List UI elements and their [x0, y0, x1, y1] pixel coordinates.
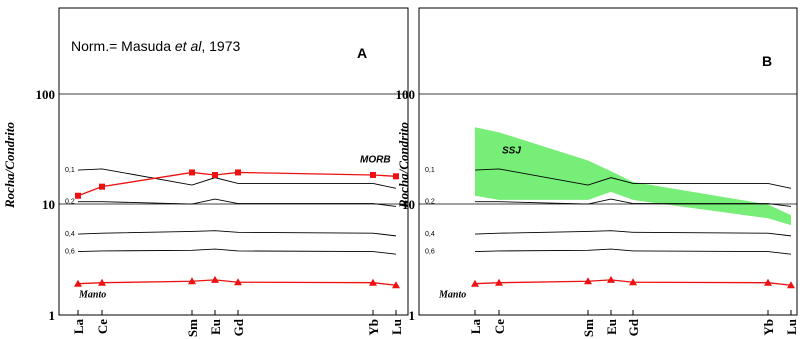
- y-axis-label: Rocha/Condrito: [396, 122, 411, 209]
- x-category-label: La: [468, 319, 483, 335]
- manto-point: [98, 278, 106, 286]
- x-category-label: Lu: [389, 319, 404, 335]
- morb-point: [189, 169, 195, 176]
- manto-point: [211, 275, 219, 283]
- ssj-band: [475, 127, 791, 226]
- melt-curve-label: 0,2: [425, 199, 435, 206]
- manto-point: [471, 279, 479, 287]
- y-tick-label: 10: [42, 197, 55, 212]
- melt-curve-0-2: [78, 198, 397, 207]
- y-tick-label: 10: [402, 197, 415, 212]
- panel-b: SSJ 1 10 100 Rocha/Condrito La Ce Sm Eu Gd Yb Lu 0,1…: [396, 7, 799, 337]
- ssj-label: SSJ: [502, 145, 521, 156]
- y-tick-label: 100: [396, 87, 416, 102]
- x-category-label: Yb: [761, 319, 776, 336]
- melt-curve-label: 0,4: [65, 231, 75, 238]
- normalization-note: Norm.= Masuda et al, 1973: [71, 38, 240, 54]
- melt-curve-label: 0,6: [65, 249, 75, 256]
- x-category-label: Ce: [95, 319, 110, 334]
- x-category-label: Eu: [208, 319, 223, 335]
- melt-curve-label: 0,1: [65, 167, 75, 174]
- x-category-label: Sm: [185, 319, 200, 337]
- manto-point: [787, 281, 795, 289]
- manto-point: [584, 277, 592, 285]
- y-tick-label: 1: [49, 308, 56, 323]
- x-category-label: Ce: [492, 319, 507, 334]
- morb-point: [235, 169, 241, 176]
- x-category-label: Gd: [626, 318, 641, 336]
- melt-curve-0-4: [77, 230, 397, 237]
- manto-point: [629, 278, 637, 286]
- melt-curve-label: 0,6: [425, 249, 435, 256]
- manto-point: [188, 277, 196, 285]
- morb-point: [370, 171, 376, 178]
- morb-label: MORB: [360, 154, 391, 165]
- morb-point: [99, 183, 105, 190]
- x-category-label: Lu: [784, 319, 799, 335]
- x-category-label: Sm: [581, 319, 596, 337]
- morb-point: [212, 171, 218, 178]
- x-category-label: La: [71, 319, 86, 335]
- melt-curve-0-2: [475, 198, 792, 207]
- melt-curve-0-6: [474, 248, 792, 255]
- manto-point: [764, 278, 772, 286]
- x-category-label: Eu: [604, 319, 619, 335]
- melt-curve-label: 0,1: [425, 167, 435, 174]
- plot-frame: [58, 7, 409, 316]
- melt-curve-label: 0,2: [65, 199, 75, 206]
- panel-letter: B: [762, 53, 772, 69]
- morb-point: [75, 192, 81, 199]
- y-tick-label: 1: [409, 308, 416, 323]
- melt-curve-0-4: [474, 230, 792, 237]
- manto-point: [234, 278, 242, 286]
- melt-curve-0-1: [474, 168, 792, 189]
- manto-point: [607, 275, 615, 283]
- panel-a: 1 10 100 Rocha/Condrito La Ce Sm Eu Gd Yb Lu 0,1 0,2…: [2, 7, 409, 337]
- plot-frame: [418, 7, 798, 316]
- x-category-label: Gd: [231, 318, 246, 336]
- y-axis-label: Rocha/Condrito: [2, 122, 17, 209]
- x-category-label: Yb: [366, 319, 381, 336]
- panel-letter: A: [357, 45, 367, 61]
- manto-point: [392, 281, 400, 289]
- manto-point: [495, 278, 503, 286]
- melt-curve-label: 0,4: [425, 231, 435, 238]
- manto-label: Manto: [438, 290, 466, 301]
- manto-point: [369, 278, 377, 286]
- series-line-morb: [77, 171, 397, 197]
- manto-point: [74, 279, 82, 287]
- manto-label: Manto: [78, 290, 106, 301]
- melt-curve-0-6: [77, 248, 397, 255]
- y-tick-label: 100: [36, 87, 56, 102]
- morb-point: [393, 173, 399, 180]
